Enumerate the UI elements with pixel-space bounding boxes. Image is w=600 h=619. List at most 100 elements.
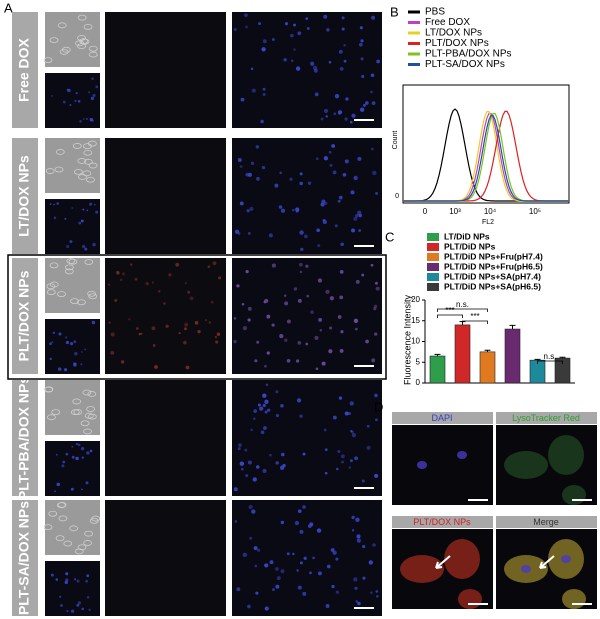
- cell-dot: [175, 262, 180, 267]
- cell-dot: [326, 564, 331, 569]
- merge-image: [232, 380, 382, 496]
- cell-dot: [290, 59, 294, 63]
- cell-dot: [271, 588, 275, 592]
- cell-dot: [245, 25, 248, 29]
- cell-dot: [332, 550, 337, 555]
- cell-dot: [151, 281, 154, 284]
- legend-text: PLT/DiD NPs+Fru(pH7.4): [444, 251, 543, 261]
- cell-shape: [77, 35, 86, 41]
- cell-body: [458, 589, 482, 609]
- cell-dot: [325, 448, 328, 451]
- cell-shape: [49, 37, 59, 44]
- cell-shape: [74, 548, 84, 555]
- cell-dot: [370, 90, 373, 94]
- cell-dot: [86, 574, 90, 578]
- cell-dot: [140, 332, 143, 335]
- cell-dot: [355, 327, 358, 331]
- cell-dot: [116, 270, 119, 273]
- bar: [429, 355, 446, 384]
- cell-shape: [57, 291, 66, 298]
- row-label: LT/DOX NPs: [16, 155, 32, 237]
- cell-dot: [81, 607, 85, 611]
- cell-dot: [306, 294, 310, 298]
- x-tick-label: 10⁴: [484, 207, 497, 216]
- cell-shape: [86, 176, 95, 183]
- cell-shape: [70, 409, 80, 416]
- cell-shape: [73, 168, 83, 175]
- cell-dot: [299, 262, 303, 267]
- cell-shape: [64, 268, 74, 275]
- cell-dot: [299, 561, 303, 565]
- cell-dot: [79, 119, 82, 123]
- cell-dot: [75, 442, 79, 446]
- cell-dot: [354, 586, 358, 590]
- cell-shape: [87, 391, 97, 397]
- cell-dot: [314, 335, 319, 340]
- cell-dot: [371, 101, 376, 105]
- nucleus: [417, 461, 427, 469]
- cell-dot: [320, 202, 325, 207]
- cell-dot: [237, 447, 241, 451]
- cell-dot: [284, 301, 289, 306]
- cell-dot: [130, 263, 133, 266]
- legend-text: PLT-SA/DOX NPs: [425, 59, 505, 70]
- cell-shape: [57, 22, 67, 29]
- dox-image: [105, 258, 226, 374]
- row-label-bar: [12, 138, 38, 254]
- cell-dot: [204, 319, 208, 322]
- cell-dot: [344, 117, 348, 121]
- cell-dot: [269, 560, 274, 565]
- cell-dot: [250, 67, 254, 71]
- bar: [504, 328, 521, 384]
- cell-body: [504, 451, 548, 479]
- cell-dot: [279, 333, 284, 339]
- y-tick-label: 10: [411, 337, 420, 346]
- cell-dot: [329, 163, 333, 167]
- cell-dot: [253, 546, 258, 550]
- cell-dot: [95, 210, 99, 214]
- cell-dot: [279, 171, 282, 175]
- cell-dot: [261, 47, 266, 52]
- cell-body: [562, 485, 586, 505]
- image-label: Merge: [533, 517, 559, 527]
- cell-dot: [71, 445, 74, 448]
- cell-dot: [374, 393, 378, 398]
- cell-dot: [62, 100, 66, 104]
- cell-dot: [251, 88, 256, 93]
- cell-dot: [362, 544, 366, 549]
- cell-dot: [350, 459, 353, 463]
- cell-dot: [77, 443, 81, 447]
- cell-shape: [83, 143, 92, 150]
- cell-dot: [51, 341, 54, 344]
- cell-dot: [274, 183, 279, 188]
- cell-dot: [95, 85, 99, 89]
- cell-dot: [353, 318, 359, 323]
- cell-dot: [50, 573, 54, 577]
- cell-dot: [184, 322, 189, 327]
- legend-swatch: [427, 263, 439, 271]
- cell-dot: [89, 449, 93, 453]
- cell-dot: [350, 429, 353, 433]
- cell-dot: [318, 318, 323, 322]
- cell-dot: [56, 482, 61, 487]
- cell-dot: [86, 118, 88, 120]
- cell-dot: [339, 295, 344, 300]
- cell-shape: [88, 45, 98, 52]
- cell-dot: [296, 398, 302, 403]
- cell-dot: [255, 145, 259, 149]
- legend-text: LT/DiD NPs: [444, 231, 490, 241]
- cell-dot: [267, 408, 271, 412]
- brightfield-image: [45, 380, 100, 435]
- cell-dot: [371, 358, 376, 363]
- cell-dot: [86, 596, 90, 599]
- cell-dot: [233, 487, 238, 492]
- cell-shape: [82, 389, 92, 396]
- cell-dot: [280, 569, 285, 574]
- cell-dot: [145, 282, 149, 286]
- cell-dot: [339, 270, 344, 274]
- panel-label: A: [4, 0, 13, 15]
- merge-image: [232, 258, 382, 374]
- cell-dot: [58, 332, 62, 336]
- cell-dot: [351, 228, 356, 233]
- cell-dot: [326, 28, 330, 32]
